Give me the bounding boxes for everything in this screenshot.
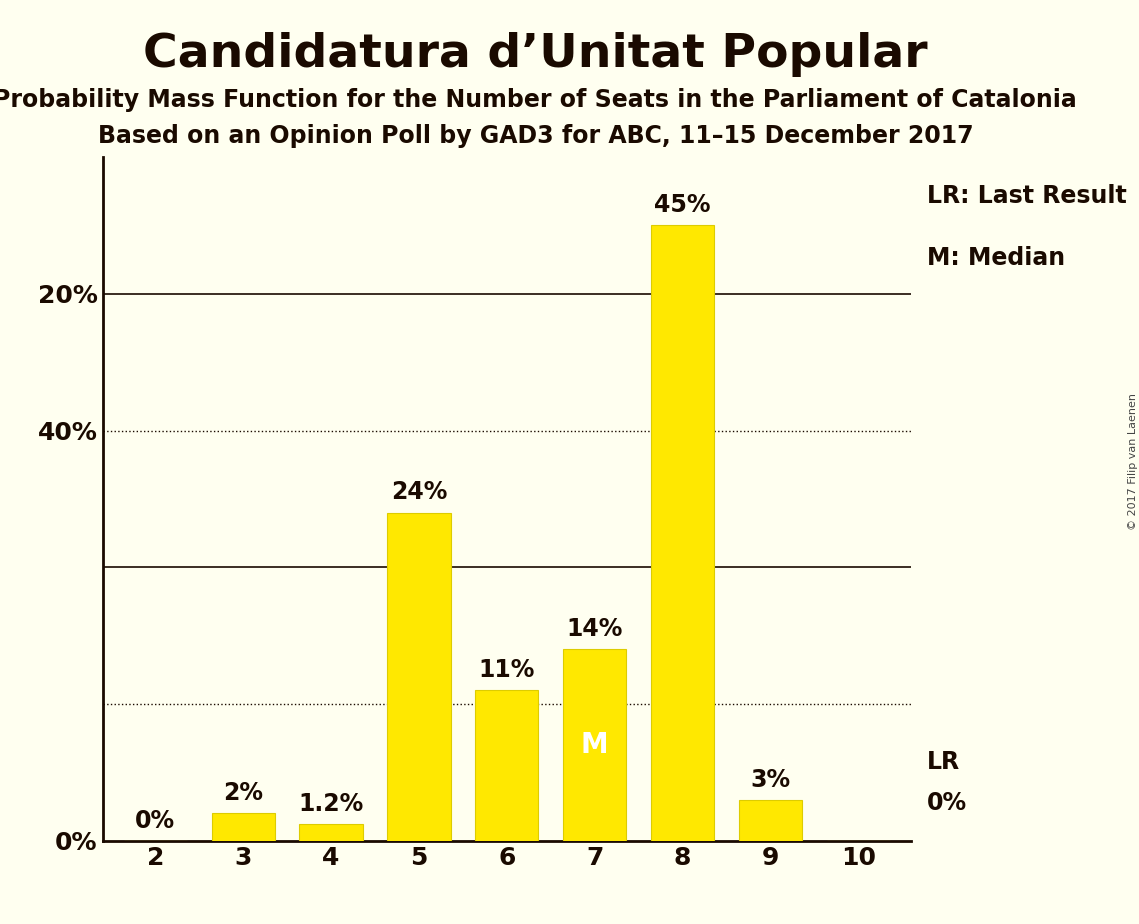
Text: 0%: 0% [927, 791, 967, 815]
Text: 24%: 24% [391, 480, 448, 505]
Text: Based on an Opinion Poll by GAD3 for ABC, 11–15 December 2017: Based on an Opinion Poll by GAD3 for ABC… [98, 124, 973, 148]
Text: M: Median: M: Median [927, 246, 1065, 270]
Bar [739, 800, 802, 841]
Text: © 2017 Filip van Laenen: © 2017 Filip van Laenen [1129, 394, 1138, 530]
Text: Candidatura d’Unitat Popular: Candidatura d’Unitat Popular [144, 32, 927, 78]
Bar [475, 690, 539, 841]
Text: LR: LR [927, 750, 960, 774]
Text: 2%: 2% [223, 782, 263, 806]
Text: 1.2%: 1.2% [298, 792, 363, 816]
Text: 3%: 3% [751, 768, 790, 792]
Text: 0%: 0% [136, 808, 175, 833]
Text: 14%: 14% [566, 617, 623, 641]
Text: 11%: 11% [478, 658, 535, 682]
Bar [563, 650, 626, 841]
Text: Probability Mass Function for the Number of Seats in the Parliament of Catalonia: Probability Mass Function for the Number… [0, 88, 1077, 112]
Bar [300, 824, 362, 841]
Bar [652, 225, 714, 841]
Text: 45%: 45% [655, 193, 711, 217]
Bar [387, 513, 451, 841]
Bar [212, 813, 274, 841]
Text: M: M [581, 731, 608, 760]
Text: LR: Last Result: LR: Last Result [927, 185, 1128, 209]
